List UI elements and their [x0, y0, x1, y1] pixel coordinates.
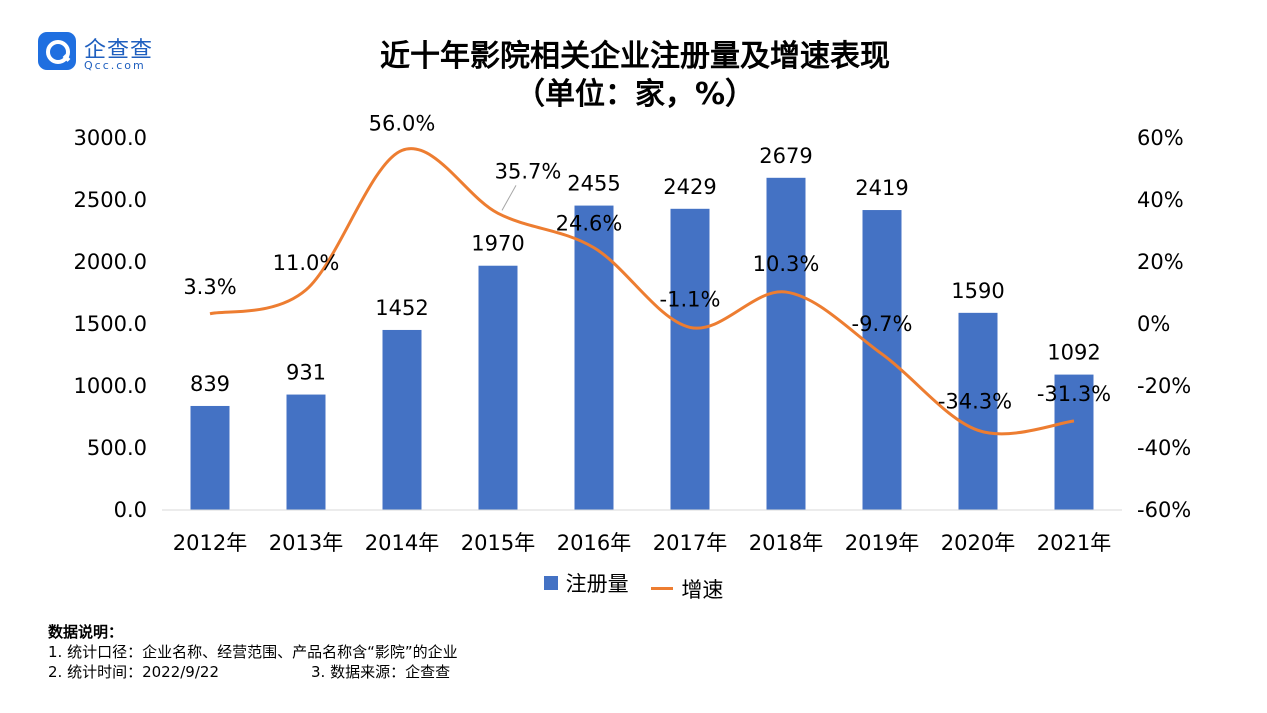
- legend-item-line: 增速: [651, 574, 723, 604]
- bar-1: [286, 394, 326, 510]
- line-value-label: 3.3%: [183, 275, 236, 299]
- y-right-tick: 40%: [1137, 188, 1184, 212]
- bar-value-label: 2419: [855, 176, 908, 200]
- legend-label-bars: 注册量: [565, 572, 629, 596]
- y-left-tick: 1000.0: [74, 374, 147, 398]
- growth-line: [209, 147, 1075, 436]
- bar-3: [478, 265, 518, 510]
- y-left-tick: 2500.0: [74, 188, 147, 212]
- x-tick-label: 2012年: [173, 531, 247, 555]
- line-value-label: -9.7%: [852, 312, 913, 336]
- y-right-tick: 60%: [1137, 126, 1184, 150]
- qcc-logo: 企查查 Qcc.com: [38, 32, 178, 76]
- x-tick-label: 2017年: [653, 531, 727, 555]
- data-notes: 数据说明： 1. 统计口径：企业名称、经营范围、产品名称含“影院”的企业 2. …: [48, 622, 458, 682]
- bar-value-label: 839: [190, 372, 230, 396]
- x-tick-label: 2020年: [941, 531, 1015, 555]
- y-left-tick: 1500.0: [74, 312, 147, 336]
- line-value-label: 56.0%: [369, 111, 436, 135]
- bar-7: [862, 210, 902, 510]
- notes-stat-time: 2. 统计时间：2022/9/22: [48, 663, 219, 681]
- bar-value-label: 2455: [567, 172, 620, 196]
- bar-2: [382, 329, 422, 510]
- line-value-label: -1.1%: [660, 287, 721, 311]
- y-left-tick: 3000.0: [74, 126, 147, 150]
- brand-domain: Qcc.com: [84, 59, 146, 72]
- x-tick-label: 2018年: [749, 531, 823, 555]
- y-left-tick: 0.0: [114, 498, 147, 522]
- bar-value-label: 1590: [951, 279, 1004, 303]
- y-right-tick: -40%: [1137, 436, 1191, 460]
- bar-value-label: 1970: [471, 232, 524, 256]
- notes-heading: 数据说明：: [48, 623, 124, 641]
- x-tick-label: 2021年: [1037, 531, 1111, 555]
- bar-9: [1054, 374, 1094, 510]
- bar-value-label: 931: [286, 361, 326, 385]
- bar-value-label: 1092: [1047, 341, 1100, 365]
- bar-5: [670, 208, 710, 510]
- x-tick-label: 2015年: [461, 531, 535, 555]
- brand-name: 企查查: [84, 38, 154, 63]
- label-leader-line: [501, 185, 517, 211]
- x-tick-label: 2013年: [269, 531, 343, 555]
- line-value-label: 10.3%: [753, 252, 820, 276]
- bar-4: [574, 205, 614, 510]
- line-value-label: 35.7%: [495, 159, 562, 183]
- line-value-label: 24.6%: [556, 212, 623, 236]
- bar-value-label: 2429: [663, 175, 716, 199]
- y-left-tick: 2000.0: [74, 250, 147, 274]
- legend-bar-swatch: [543, 576, 558, 590]
- bar-value-label: 1452: [375, 296, 428, 320]
- y-left-tick: 500.0: [87, 436, 147, 460]
- line-value-label: 11.0%: [273, 251, 340, 275]
- bar-6: [766, 177, 806, 510]
- bar-0: [190, 405, 230, 510]
- notes-line-2: 2. 统计时间：2022/9/22 3. 数据来源：企查查: [48, 662, 458, 682]
- legend-line-swatch: [651, 587, 674, 590]
- chart-legend: 注册量 增速: [0, 568, 1267, 604]
- y-right-tick: 20%: [1137, 250, 1184, 274]
- x-tick-label: 2019年: [845, 531, 919, 555]
- bar-value-label: 2679: [759, 144, 812, 168]
- x-tick-label: 2016年: [557, 531, 631, 555]
- legend-item-bars: 注册量: [543, 568, 629, 598]
- y-right-tick: 0%: [1137, 312, 1170, 336]
- magnifier-q-icon: [38, 32, 76, 70]
- line-value-label: -31.3%: [1037, 382, 1111, 406]
- line-value-label: -34.3%: [938, 389, 1012, 413]
- x-tick-label: 2014年: [365, 531, 439, 555]
- notes-line-1: 1. 统计口径：企业名称、经营范围、产品名称含“影院”的企业: [48, 643, 458, 661]
- chart-subtitle: （单位：家，%）: [514, 77, 756, 112]
- y-right-tick: -20%: [1137, 374, 1191, 398]
- y-right-tick: -60%: [1137, 498, 1191, 522]
- bar-8: [958, 312, 998, 510]
- chart-title: 近十年影院相关企业注册量及增速表现: [380, 39, 890, 74]
- legend-label-line: 增速: [681, 577, 724, 602]
- notes-source: 3. 数据来源：企查查: [311, 663, 451, 681]
